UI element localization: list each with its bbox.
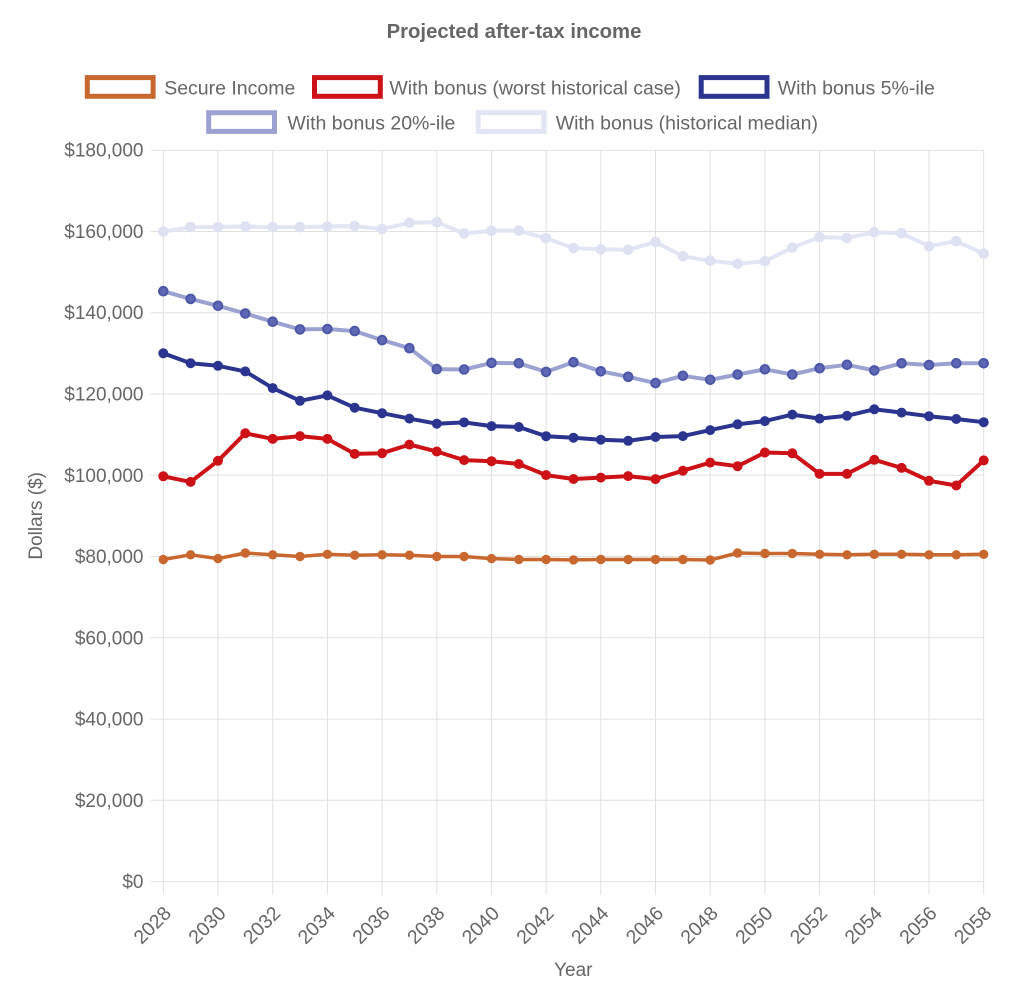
svg-text:$120,000: $120,000 [64, 385, 143, 406]
svg-text:$20,000: $20,000 [75, 791, 144, 812]
svg-text:With bonus 5%-ile: With bonus 5%-ile [778, 77, 935, 99]
svg-text:$0: $0 [122, 872, 143, 893]
svg-text:Secure Income: Secure Income [164, 77, 295, 99]
svg-text:$80,000: $80,000 [75, 547, 144, 568]
svg-text:$140,000: $140,000 [64, 303, 143, 324]
svg-text:$60,000: $60,000 [75, 628, 144, 649]
svg-text:Dollars ($): Dollars ($) [26, 472, 47, 560]
svg-text:$100,000: $100,000 [64, 466, 143, 487]
svg-text:$160,000: $160,000 [64, 222, 143, 243]
svg-text:$40,000: $40,000 [75, 710, 144, 731]
svg-text:With bonus 20%-ile: With bonus 20%-ile [287, 112, 455, 134]
svg-text:With bonus (historical median): With bonus (historical median) [556, 112, 818, 134]
svg-text:With bonus (worst historical c: With bonus (worst historical case) [389, 77, 681, 99]
svg-text:Projected after-tax income: Projected after-tax income [387, 21, 642, 43]
svg-text:$180,000: $180,000 [64, 141, 143, 162]
svg-text:Year: Year [554, 960, 593, 981]
